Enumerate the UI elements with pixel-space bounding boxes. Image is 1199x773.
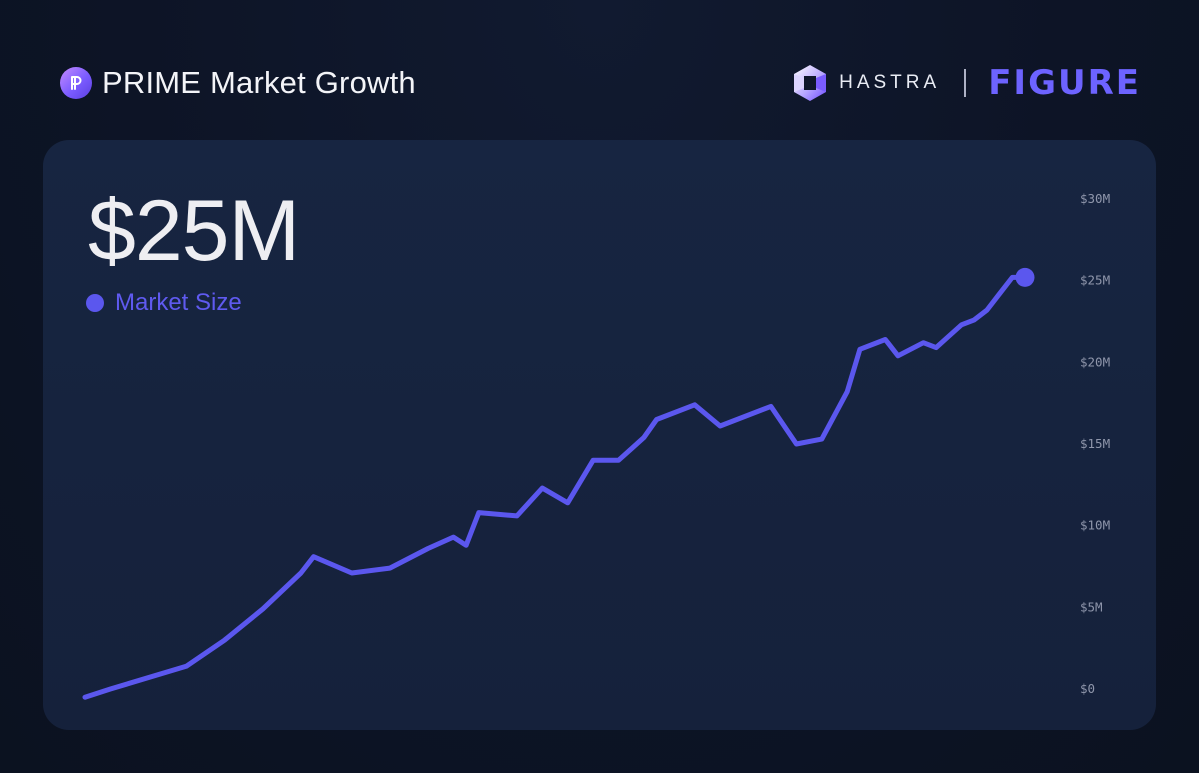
y-tick-label: $30M bbox=[1080, 191, 1110, 206]
y-tick-label: $0 bbox=[1080, 681, 1095, 696]
current-value: $25M bbox=[88, 183, 300, 279]
y-tick-label: $5M bbox=[1080, 599, 1103, 614]
partner-logos: HASTRA FIGURE bbox=[793, 63, 1141, 103]
legend-dot-icon bbox=[86, 294, 104, 312]
brand: PRIME Market Growth bbox=[60, 65, 416, 101]
latest-point-marker bbox=[1015, 267, 1035, 287]
page-title: PRIME Market Growth bbox=[102, 65, 416, 100]
chart-card bbox=[43, 140, 1156, 730]
chart-legend: Market Size bbox=[86, 289, 242, 317]
series-line-market-size bbox=[82, 274, 1028, 700]
partner-divider bbox=[964, 69, 967, 97]
figure-wordmark: FIGURE bbox=[988, 63, 1141, 103]
y-tick-label: $20M bbox=[1080, 354, 1110, 369]
header: PRIME Market Growth HASTRA FIGURE bbox=[60, 58, 1141, 108]
y-tick-label: $25M bbox=[1080, 273, 1110, 288]
prime-logo-icon bbox=[60, 67, 92, 99]
y-tick-label: $15M bbox=[1080, 436, 1110, 451]
hastra-wordmark: HASTRA bbox=[839, 72, 941, 93]
hastra-logo-icon bbox=[794, 65, 827, 101]
legend-label: Market Size bbox=[115, 289, 242, 316]
y-tick-label: $10M bbox=[1080, 518, 1110, 533]
